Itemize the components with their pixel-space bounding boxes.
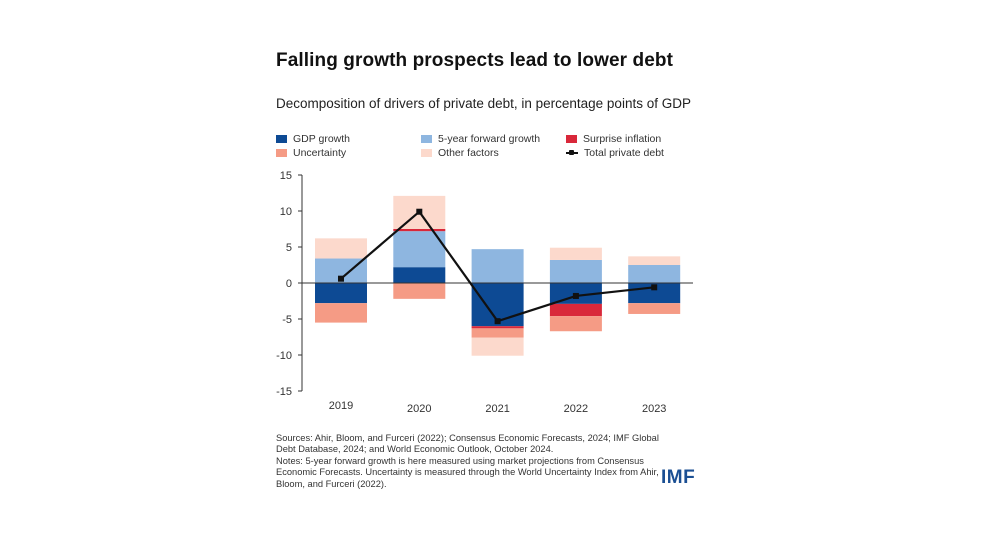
y-tick-label: -15 xyxy=(276,386,292,398)
legend-label: Uncertainty xyxy=(293,147,347,159)
legend-item-total-private-debt: Total private debt xyxy=(566,147,664,159)
bar-other-factors-2023 xyxy=(628,256,681,265)
x-tick-label: 2022 xyxy=(564,403,588,415)
x-tick-label: 2020 xyxy=(407,403,431,415)
legend-swatch xyxy=(276,149,287,157)
legend-label: 5-year forward growth xyxy=(438,133,541,145)
legend-swatch xyxy=(276,135,287,143)
x-tick-label: 2019 xyxy=(329,400,353,412)
bars xyxy=(315,195,681,356)
bar-surprise-inflation-2022 xyxy=(549,303,602,317)
total-private-debt-point-2022 xyxy=(572,292,579,299)
line-marker-icon xyxy=(566,150,578,155)
bar-5-year-forward-growth-2022 xyxy=(549,259,602,283)
x-axis-labels: 2019 2020 2021 2022 2023 xyxy=(329,400,667,415)
legend-item-other-factors: Other factors xyxy=(421,147,499,159)
y-tick-label: 10 xyxy=(280,206,292,218)
bar-5-year-forward-growth-2021 xyxy=(471,249,524,283)
total-private-debt-point-2019 xyxy=(338,275,344,282)
bar-other-factors-2022 xyxy=(549,247,602,260)
bar-other-factors-2021 xyxy=(471,337,524,356)
x-tick-label: 2023 xyxy=(642,403,666,415)
legend-swatch xyxy=(421,135,432,143)
y-axis: 15 10 5 0 -5 -10 -15 xyxy=(276,170,303,398)
legend-swatch xyxy=(566,135,577,143)
bar-other-factors-2019 xyxy=(315,238,367,259)
y-tick-label: -10 xyxy=(276,350,292,362)
notes: Sources: Ahir, Bloom, and Furceri (2022)… xyxy=(276,433,676,490)
imf-logo: IMF xyxy=(661,467,696,488)
chart-subtitle: Decomposition of drivers of private debt… xyxy=(276,96,691,111)
total-private-debt-series xyxy=(338,208,658,325)
bar-surprise-inflation-2020 xyxy=(393,229,446,232)
legend-item-5yr-forward-growth: 5-year forward growth xyxy=(421,133,540,145)
bar-uncertainty-2023 xyxy=(628,303,681,314)
legend-label: Total private debt xyxy=(584,147,664,159)
bar-uncertainty-2022 xyxy=(549,316,602,332)
bar-uncertainty-2020 xyxy=(393,283,446,299)
legend-label: Other factors xyxy=(438,147,499,159)
y-tick-label: -5 xyxy=(282,314,292,326)
legend-item-surprise-inflation: Surprise inflation xyxy=(566,133,661,145)
x-tick-label: 2021 xyxy=(485,403,509,415)
bar-uncertainty-2019 xyxy=(315,303,367,323)
sources-text: Sources: Ahir, Bloom, and Furceri (2022)… xyxy=(276,433,659,455)
legend-item-gdp-growth: GDP growth xyxy=(276,133,350,145)
legend-item-uncertainty: Uncertainty xyxy=(276,147,346,159)
bar-5-year-forward-growth-2023 xyxy=(628,265,681,283)
chart-title: Falling growth prospects lead to lower d… xyxy=(276,50,674,71)
total-private-debt-point-2020 xyxy=(416,208,423,215)
total-private-debt-point-2023 xyxy=(651,284,658,291)
total-private-debt-point-2021 xyxy=(494,318,501,325)
bar-gdp-growth-2019 xyxy=(315,283,367,304)
legend-swatch xyxy=(421,149,432,157)
y-tick-label: 0 xyxy=(286,278,292,290)
notes-text: Notes: 5-year forward growth is here mea… xyxy=(276,455,659,489)
bar-surprise-inflation-2021 xyxy=(471,326,524,329)
legend-label: Surprise inflation xyxy=(583,133,662,145)
bar-uncertainty-2021 xyxy=(471,328,524,338)
y-tick-label: 5 xyxy=(286,242,292,254)
bar-gdp-growth-2020 xyxy=(393,267,446,283)
y-tick-label: 15 xyxy=(280,170,292,182)
legend-label: GDP growth xyxy=(293,133,350,145)
